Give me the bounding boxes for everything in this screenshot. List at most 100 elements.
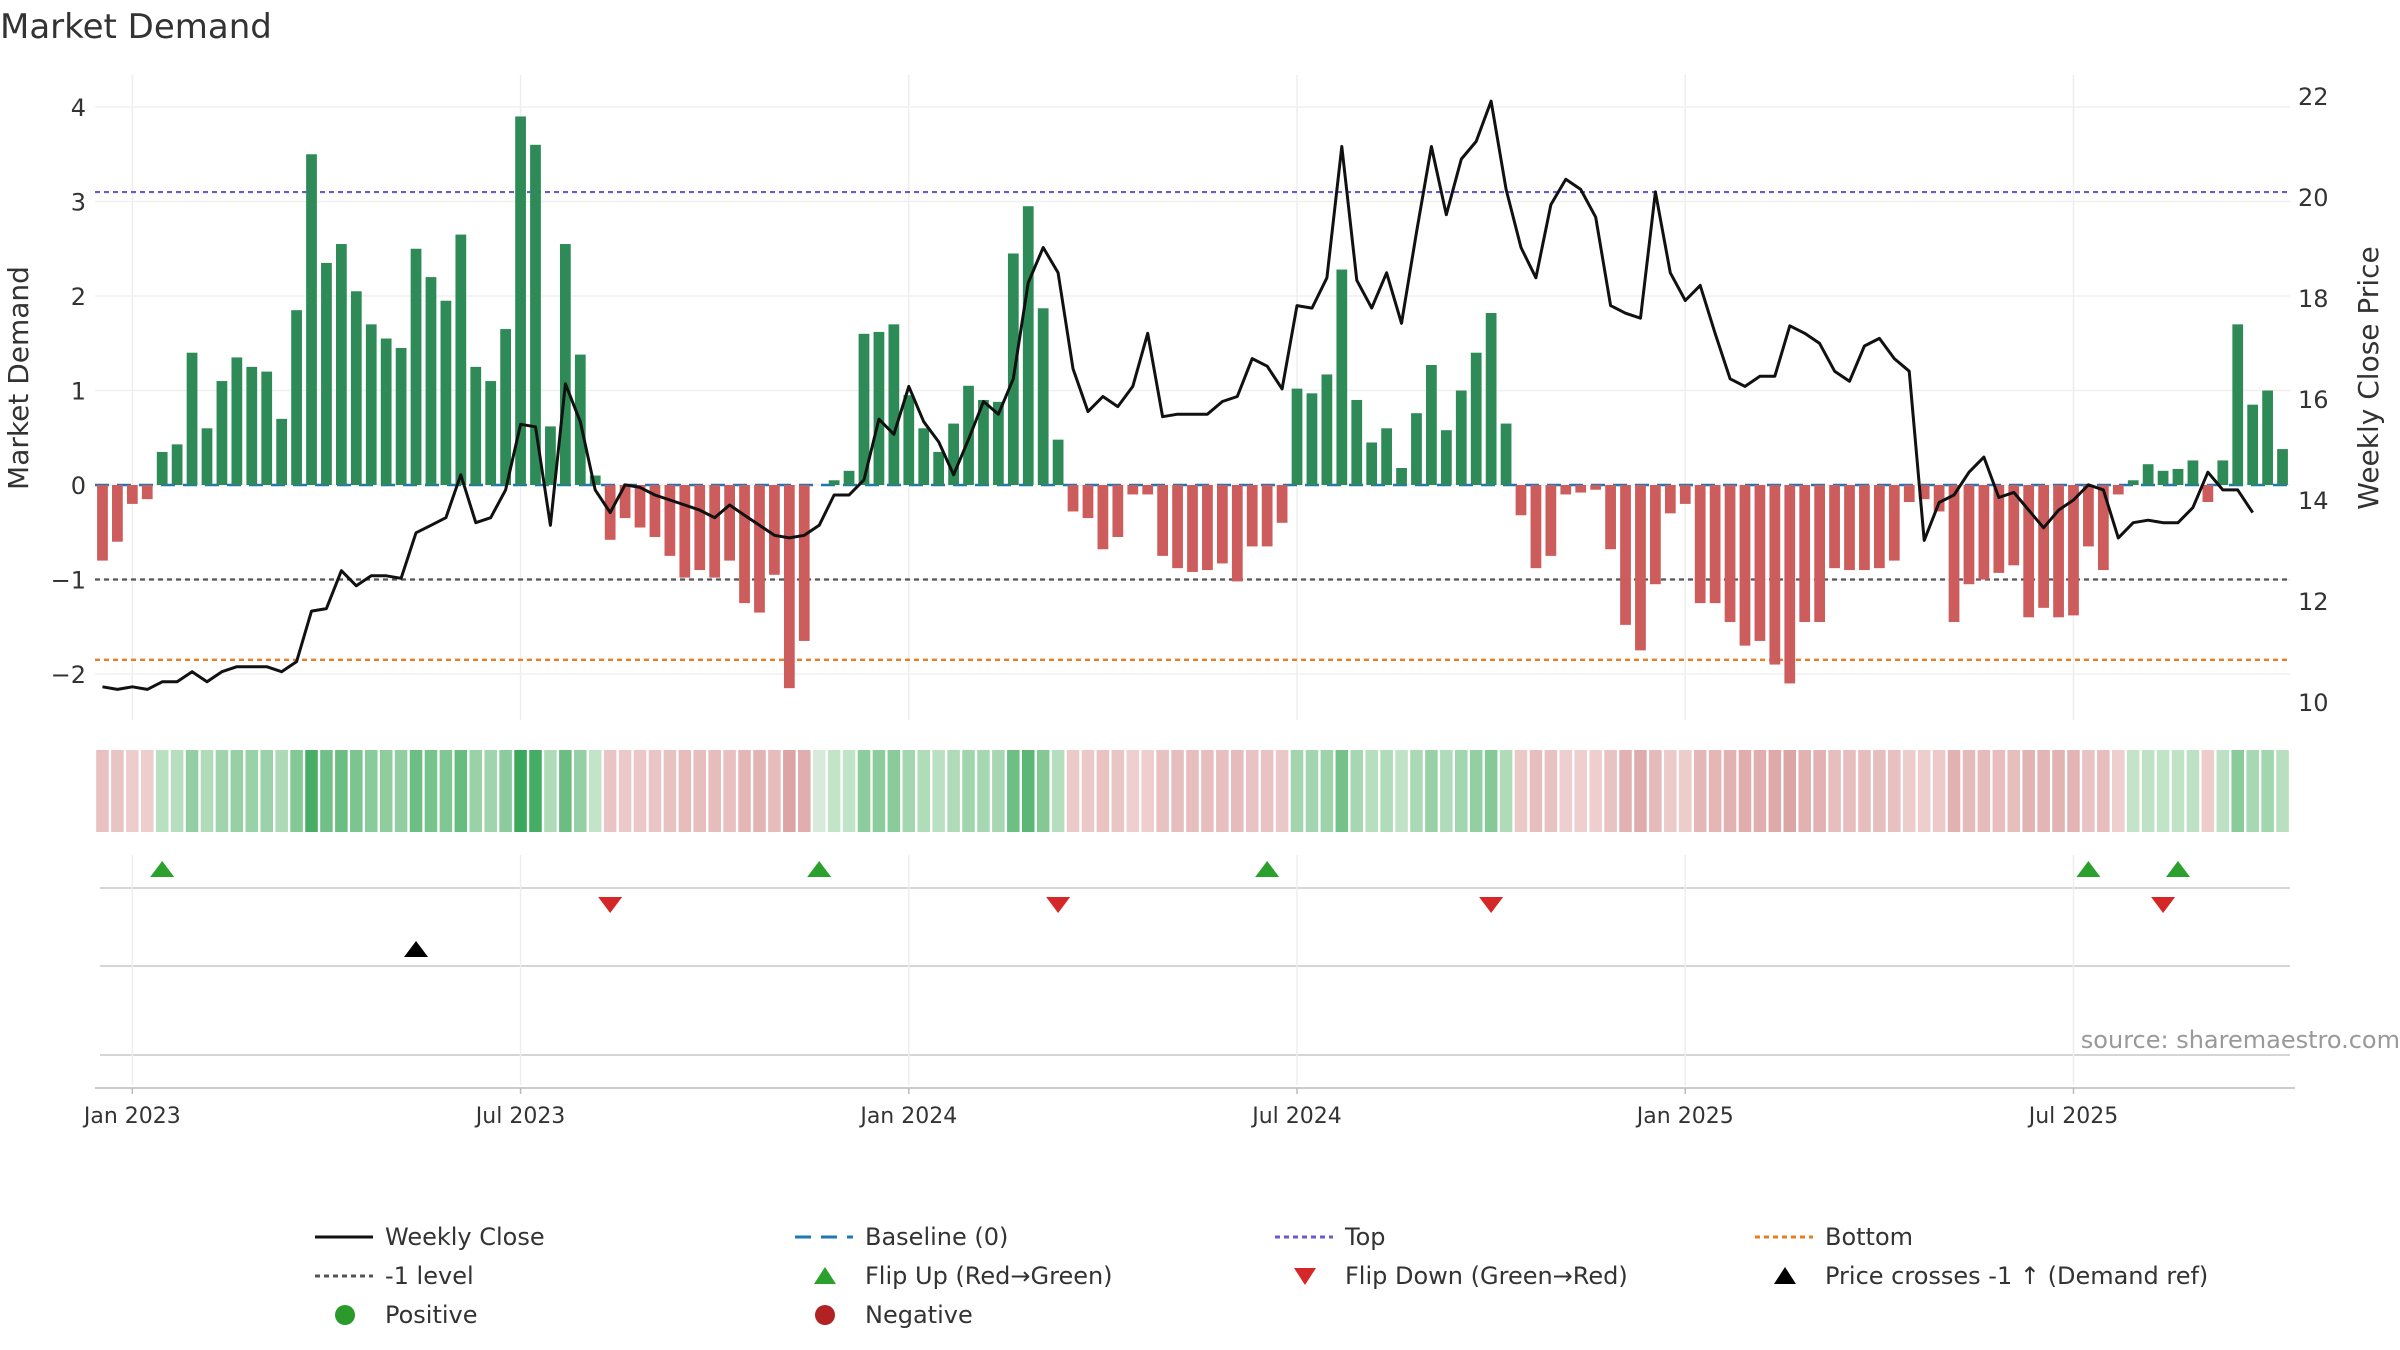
demand-bar (1366, 442, 1378, 485)
demand-bar (589, 475, 601, 485)
heat-cell (126, 750, 139, 832)
x-tick-label: Jul 2023 (474, 1104, 566, 1129)
demand-bar (500, 329, 512, 485)
chart-legend: Weekly Close Baseline (0) Top Bottom -1 leve… (315, 1223, 2208, 1329)
legend-swatch-circle (815, 1305, 835, 1325)
demand-bar (1187, 485, 1198, 572)
demand-bar (1993, 485, 2005, 573)
demand-bar (1082, 485, 1094, 519)
legend-label: Flip Up (Red→Green) (865, 1262, 1113, 1290)
y-axis-label-left: Market Demand (2, 266, 35, 490)
weekly-close-line (102, 99, 2254, 691)
demand-bar (1351, 399, 1363, 485)
legend-swatch-circle (335, 1305, 355, 1325)
x-tick-label: Jan 2023 (82, 1104, 181, 1129)
heat-cell (230, 750, 244, 832)
demand-bar (754, 485, 765, 613)
y-tick-label-right: 18 (2298, 285, 2329, 313)
demand-bar (350, 291, 362, 485)
heat-cell (2201, 750, 2215, 832)
heat-cell (633, 750, 647, 832)
demand-bar (1560, 485, 1572, 495)
heat-cell (1141, 750, 1154, 832)
heat-cell (559, 750, 572, 832)
demand-bar (231, 357, 243, 485)
legend-swatch-triangle-up (1774, 1267, 1796, 1284)
demand-bar (724, 485, 735, 561)
demand-bar (1799, 485, 1811, 623)
heat-cell (1171, 750, 1184, 832)
weekly-close-series (102, 99, 2254, 691)
heat-cell (1425, 750, 1438, 832)
demand-bar (97, 485, 108, 561)
heat-cell (1977, 750, 1991, 832)
flip-up-marker (150, 861, 175, 877)
demand-bar (1172, 485, 1183, 569)
demand-bar (126, 485, 138, 504)
heat-cell (797, 750, 811, 832)
demand-bar (1754, 485, 1766, 641)
demand-bar (709, 485, 721, 578)
demand-bar (1157, 485, 1169, 556)
demand-bar (2008, 485, 2020, 566)
heat-cell (364, 750, 378, 832)
heat-cell (2067, 750, 2080, 832)
heat-cell (1335, 750, 1349, 832)
y-tick-label-left: 1 (71, 378, 86, 406)
heat-cell (1275, 750, 1289, 832)
heat-cell (544, 750, 557, 832)
legend-label: Bottom (1825, 1223, 1913, 1251)
y-tick-label-left: 3 (71, 189, 86, 217)
demand-bar (2083, 485, 2094, 547)
heat-cell (1843, 750, 1856, 832)
demand-bar (1485, 313, 1497, 485)
heat-cell (1350, 750, 1364, 832)
chart-title: Market Demand (0, 7, 272, 47)
demand-bar (1709, 485, 1721, 604)
heat-cell (2126, 750, 2140, 832)
demand-bar (1097, 485, 1109, 550)
source-text: source: sharemaestro.com (2081, 1026, 2400, 1054)
heat-cell (484, 750, 497, 832)
demand-bar (1022, 206, 1034, 485)
demand-bar (1545, 485, 1557, 556)
demand-bar (948, 423, 959, 485)
heat-cell (1888, 750, 1901, 832)
heat-cell (275, 750, 288, 832)
heat-cell (140, 750, 154, 832)
heat-cell (2097, 750, 2110, 832)
heat-cell (2052, 750, 2065, 832)
heat-cell (1320, 750, 1334, 832)
heat-cell (290, 750, 303, 832)
heat-cell (1201, 750, 1214, 832)
heat-cell (170, 750, 184, 832)
heat-cell (872, 750, 886, 832)
demand-bar (694, 485, 706, 571)
heat-cell (723, 750, 736, 832)
heat-cell (2082, 750, 2095, 832)
demand-bar (2053, 485, 2064, 618)
legend-label: Flip Down (Green→Red) (1345, 1262, 1628, 1290)
demand-bar (2068, 485, 2079, 616)
demand-bar (2023, 485, 2035, 618)
demand-bar (1978, 485, 1990, 580)
heat-cell (1723, 750, 1737, 832)
heat-cell (1156, 750, 1169, 832)
demand-bar (843, 470, 855, 485)
demand-bar (1455, 390, 1467, 485)
heat-cell (1559, 750, 1573, 832)
heat-cell (320, 750, 333, 832)
heat-cell (1649, 750, 1662, 832)
demand-bar (1261, 485, 1273, 547)
heat-cell (260, 750, 273, 832)
heat-cell (1634, 750, 1647, 832)
y-axis-ticks-right: 10 12 14 16 18 20 22 (2298, 83, 2329, 717)
heat-cell (2022, 750, 2035, 832)
demand-bar (1411, 413, 1422, 485)
heat-cell (2171, 750, 2185, 832)
heat-cell (1902, 750, 1916, 832)
legend-swatch-triangle-up (814, 1267, 836, 1284)
legend-label: Weekly Close (385, 1223, 545, 1251)
heat-cell (1484, 750, 1498, 832)
heat-cell (1305, 750, 1319, 832)
